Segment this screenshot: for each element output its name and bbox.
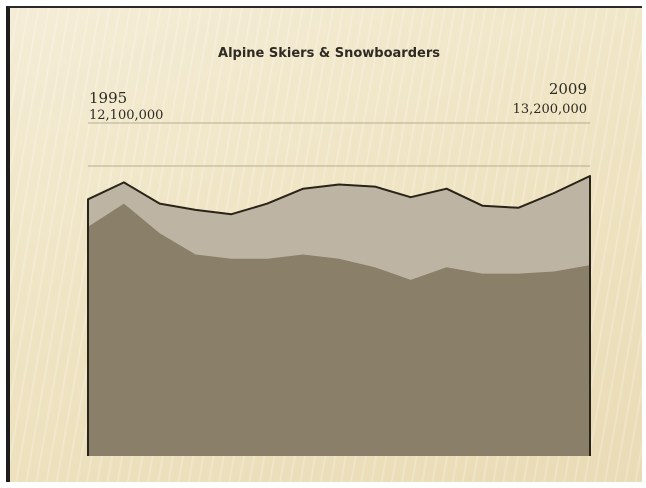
area-chart: Alpine Skiers & Snowboarders 1995 12,100… — [87, 46, 591, 456]
start-year-label: 1995 — [89, 89, 127, 107]
slide: Alpine Skiers & Snowboarders 1995 12,100… — [6, 6, 642, 482]
area-lower — [88, 203, 590, 456]
total-outline — [87, 175, 591, 456]
end-value-label: 13,200,000 — [513, 102, 587, 117]
end-year-label: 2009 — [549, 80, 587, 98]
start-value-label: 12,100,000 — [89, 108, 163, 123]
chart-title: Alpine Skiers & Snowboarders — [218, 46, 440, 61]
